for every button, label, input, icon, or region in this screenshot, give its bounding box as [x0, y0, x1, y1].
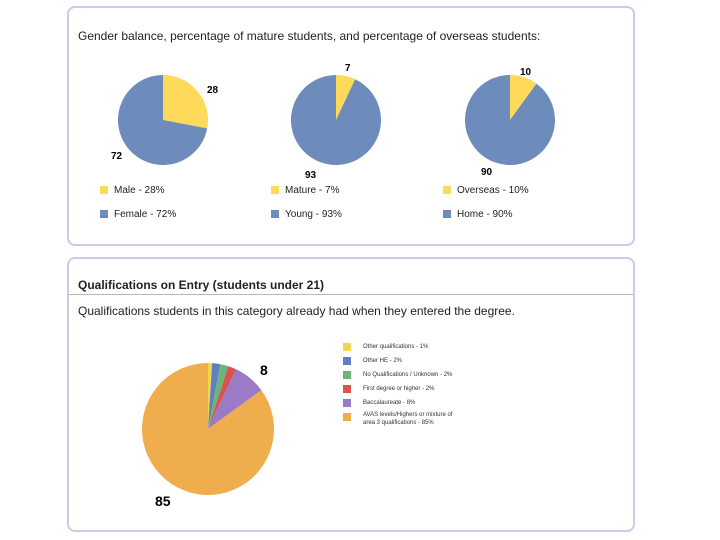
- pie-slice-young: [291, 75, 381, 166]
- legend-label-mature: Mature - 7%: [285, 185, 340, 196]
- legend-label-other-qualifications: Other qualifications - 1%: [363, 344, 429, 350]
- legend-label-other-he: Other HE - 2%: [363, 358, 403, 364]
- data-label-28: 28: [207, 85, 219, 96]
- legend-label-young: Young - 93%: [285, 209, 342, 220]
- legend-swatch-female: [100, 210, 108, 218]
- legend-label-home: Home - 90%: [457, 209, 513, 220]
- domicile-pie-chart: 10 90: [465, 67, 555, 178]
- gender-pie-chart: 28 72: [111, 75, 219, 165]
- data-label-85: 85: [155, 493, 171, 509]
- demographics-title: Gender balance, percentage of mature stu…: [78, 29, 541, 43]
- pie-slice-other-he: [208, 363, 221, 429]
- legend-swatch-other-he: [343, 357, 351, 365]
- legend-label-male: Male - 28%: [114, 185, 165, 196]
- pie-slice-avas-levels-highers-or-mixture-of-area-3-qualifications: [141, 363, 274, 495]
- age-pie-chart: 7 93: [291, 63, 381, 181]
- pie-slice-baccalaureate: [208, 369, 262, 429]
- qualifications-subtitle: Qualifications students in this category…: [78, 304, 515, 318]
- data-label-93: 93: [305, 170, 317, 181]
- pie-slice-female: [118, 75, 208, 165]
- data-label-10: 10: [520, 67, 532, 78]
- title-divider: [69, 294, 633, 295]
- legend-swatch-no-qualifications: [343, 371, 351, 379]
- pie-slice-no-qualifications-unknown: [208, 364, 229, 429]
- data-label-7: 7: [345, 63, 351, 74]
- legend-label-overseas: Overseas - 10%: [457, 185, 529, 196]
- data-label-8: 8: [260, 362, 268, 378]
- legend-swatch-overseas: [443, 186, 451, 194]
- legend-swatch-avas-levels: [343, 413, 351, 421]
- legend-label-avas-levels: AVAS levels/Highers or mixture of area 3…: [363, 412, 453, 426]
- qualifications-title: Qualifications on Entry (students under …: [78, 278, 325, 292]
- legend-swatch-home: [443, 210, 451, 218]
- qualifications-panel: Qualifications on Entry (students under …: [67, 257, 635, 532]
- pie-slice-home: [465, 75, 555, 165]
- pie-slice-first-degree-or-higher: [208, 366, 237, 429]
- pie-slice-overseas: [510, 75, 537, 120]
- pie-slice-mature: [336, 75, 356, 120]
- legend-swatch-baccalaureate: [343, 399, 351, 407]
- qualifications-pie-chart: 8 85: [141, 362, 274, 509]
- legend-label-first-degree: First degree or higher - 2%: [363, 386, 435, 392]
- pie-slice-male: [163, 75, 208, 129]
- legend-swatch-young: [271, 210, 279, 218]
- legend-label-no-qualifications: No Qualifications / Unknown - 2%: [363, 372, 453, 378]
- legend-swatch-mature: [271, 186, 279, 194]
- legend-label-female: Female - 72%: [114, 209, 177, 220]
- demographics-panel: Gender balance, percentage of mature stu…: [67, 6, 635, 246]
- pie-slice-other-qualifications: [208, 363, 213, 429]
- legend-swatch-first-degree: [343, 385, 351, 393]
- data-label-72: 72: [111, 151, 123, 162]
- legend-label-baccalaureate: Baccalaureate - 8%: [363, 400, 416, 406]
- legend-swatch-other-qualifications: [343, 343, 351, 351]
- data-label-90: 90: [481, 167, 493, 178]
- legend-swatch-male: [100, 186, 108, 194]
